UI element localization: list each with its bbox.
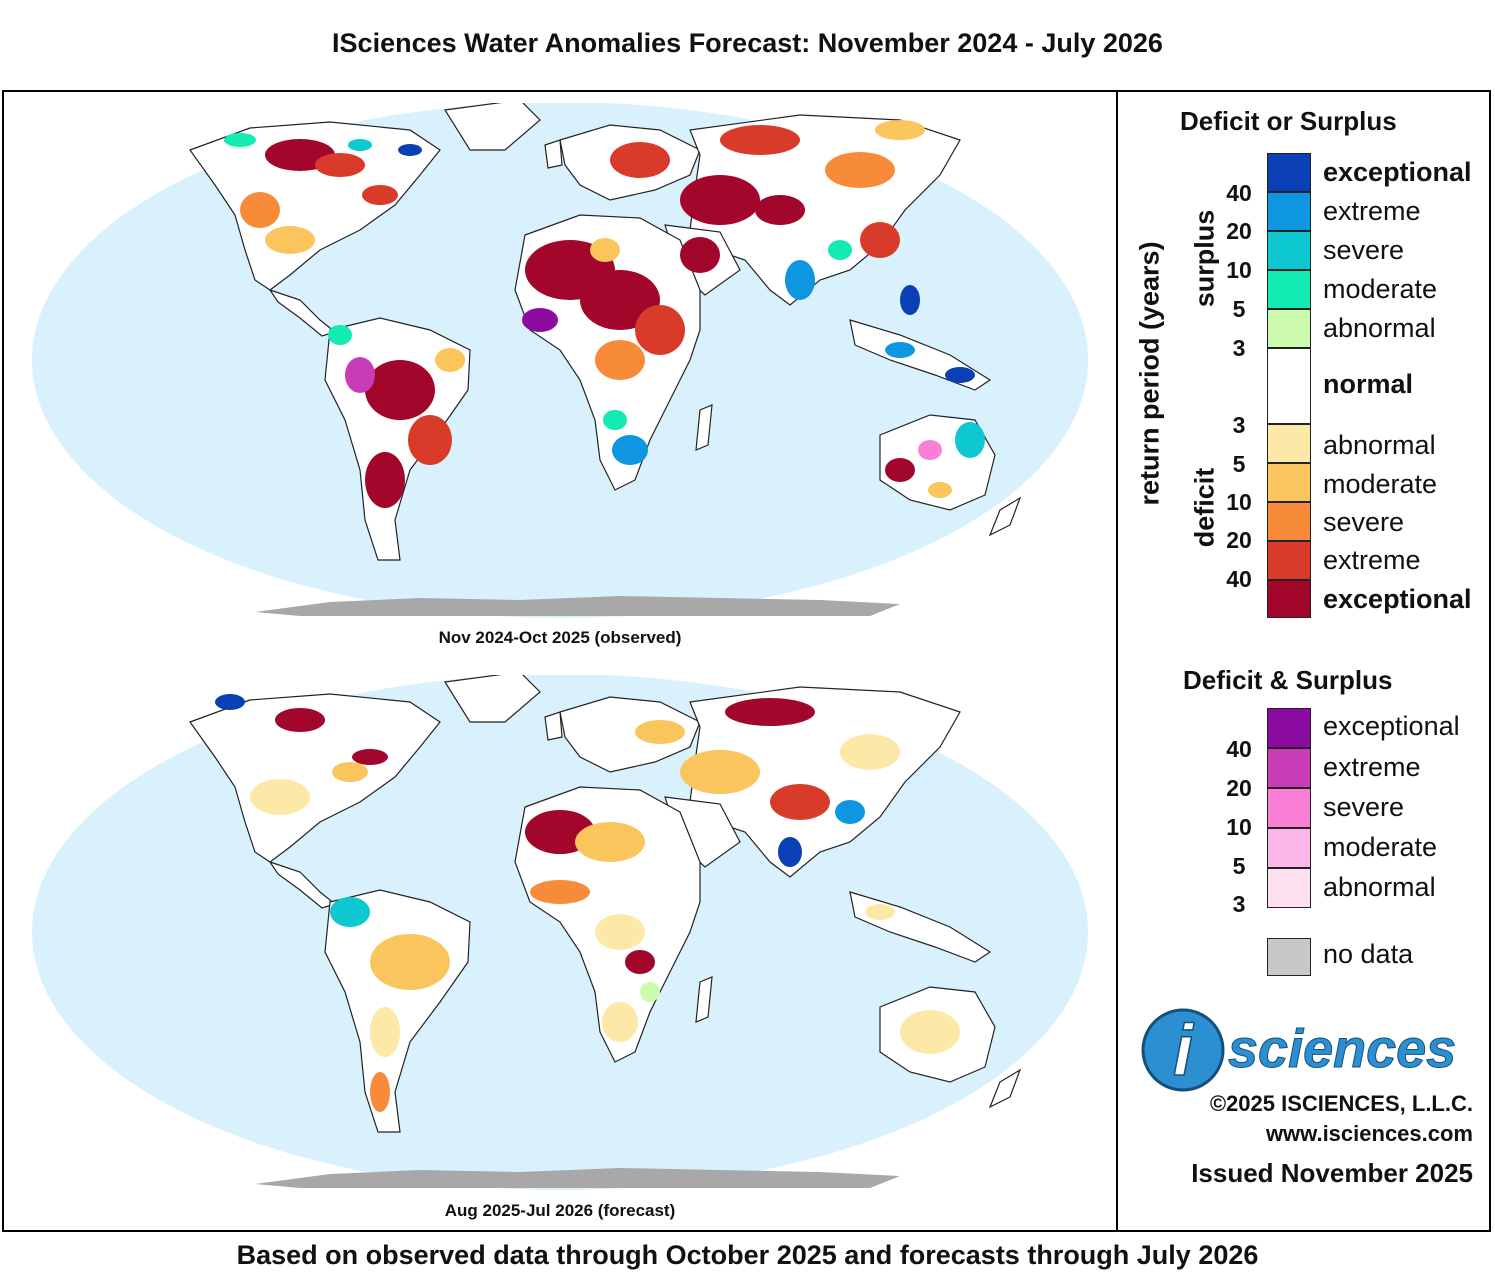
deficit-and-surplus-title: Deficit & Surplus [1183, 665, 1393, 695]
deficit-axis-label: deficit [1189, 467, 1220, 548]
antarctica [255, 596, 900, 616]
antarctica [255, 1168, 900, 1188]
tick-surplus-40: 40 [1226, 180, 1252, 206]
label-both-severe: severe [1323, 792, 1405, 822]
tick-both-10: 10 [1226, 814, 1252, 840]
label-deficit-moderate: moderate [1323, 469, 1438, 499]
label-deficit-abnormal: abnormal [1323, 430, 1436, 460]
swatch-surplus-abnormal [1267, 309, 1311, 348]
isciences-logo: i sciences [1141, 1008, 1457, 1092]
forecast-map [32, 675, 1088, 1190]
tick-surplus-20: 20 [1226, 218, 1252, 244]
swatch-deficit-moderate [1267, 463, 1311, 502]
tick-deficit-3: 3 [1232, 412, 1246, 438]
tick-deficit-10: 10 [1226, 489, 1252, 515]
swatch-deficit-abnormal [1267, 424, 1311, 463]
footer-note: Based on observed data through October 2… [236, 1240, 1259, 1270]
copyright: ©2025 ISCIENCES, L.L.C. [1209, 1091, 1473, 1116]
swatch-both-severe [1267, 788, 1311, 828]
tick-deficit-20: 20 [1226, 527, 1252, 553]
label-surplus-extreme: extreme [1323, 196, 1421, 226]
swatch-both-abnormal [1267, 868, 1311, 908]
swatch-deficit-extreme [1267, 541, 1311, 580]
tick-deficit-40: 40 [1226, 566, 1252, 592]
observed-map-caption: Nov 2024-Oct 2025 (observed) [438, 628, 682, 647]
label-deficit-severe: severe [1323, 507, 1405, 537]
tick-deficit-5: 5 [1232, 451, 1246, 477]
swatch-deficit-exceptional [1267, 580, 1311, 618]
deficit-surplus-title: Deficit or Surplus [1180, 106, 1397, 136]
label-deficit-extreme: extreme [1323, 545, 1421, 575]
swatch-surplus-exceptional [1267, 153, 1311, 192]
anomaly-patches [224, 120, 985, 508]
label-surplus-severe: severe [1323, 235, 1405, 265]
tick-surplus-3: 3 [1232, 335, 1246, 361]
forecast-map-caption: Aug 2025-Jul 2026 (forecast) [444, 1201, 676, 1220]
label-both-abnormal: abnormal [1323, 872, 1436, 902]
label-both-moderate: moderate [1323, 832, 1438, 862]
swatch-both-extreme [1267, 748, 1311, 788]
tick-surplus-5: 5 [1232, 296, 1246, 322]
label-normal: normal [1323, 369, 1414, 399]
tick-both-3: 3 [1232, 891, 1246, 917]
swatch-both-moderate [1267, 828, 1311, 868]
return-period-axis-label: return period (years) [1134, 241, 1165, 506]
swatch-surplus-extreme [1267, 192, 1311, 231]
label-surplus-moderate: moderate [1323, 274, 1438, 304]
tick-both-40: 40 [1226, 736, 1252, 762]
swatch-surplus-severe [1267, 231, 1311, 270]
tick-both-5: 5 [1232, 853, 1246, 879]
swatch-both-exceptional [1267, 708, 1311, 748]
logo-circle [1141, 1008, 1225, 1092]
anomaly-patches [215, 694, 960, 1112]
page-title: ISciences Water Anomalies Forecast: Nove… [332, 28, 1163, 58]
tick-both-20: 20 [1226, 775, 1252, 801]
swatch-no-data [1267, 938, 1311, 976]
label-no-data: no data [1323, 939, 1414, 969]
observed-map [32, 103, 1088, 618]
swatch-normal [1267, 348, 1311, 424]
website-link[interactable]: www.isciences.com [1265, 1121, 1473, 1146]
tick-surplus-10: 10 [1226, 257, 1252, 283]
swatch-deficit-severe [1267, 502, 1311, 541]
label-surplus-abnormal: abnormal [1323, 313, 1436, 343]
swatch-surplus-moderate [1267, 270, 1311, 309]
frame-divider [1116, 90, 1118, 1232]
label-both-exceptional: exceptional [1323, 711, 1460, 741]
surplus-axis-label: surplus [1189, 209, 1220, 308]
logo-letter: i [1173, 1011, 1195, 1091]
label-deficit-exceptional: exceptional [1323, 584, 1472, 614]
label-surplus-exceptional: exceptional [1323, 157, 1472, 187]
main-frame [2, 90, 1491, 1232]
label-both-extreme: extreme [1323, 752, 1421, 782]
issued-date: Issued November 2025 [1191, 1158, 1473, 1188]
logo-text: sciences [1228, 1019, 1456, 1079]
